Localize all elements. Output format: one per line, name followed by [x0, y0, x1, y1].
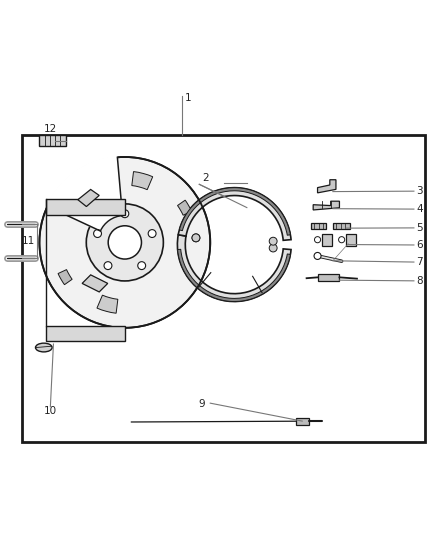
Circle shape [86, 204, 163, 281]
Circle shape [104, 262, 112, 270]
Wedge shape [46, 156, 122, 230]
Text: 10: 10 [44, 406, 57, 416]
Text: 8: 8 [416, 276, 423, 286]
Bar [318, 274, 339, 281]
Circle shape [269, 237, 277, 245]
Text: 5: 5 [416, 223, 423, 233]
Text: 7: 7 [416, 257, 423, 267]
Circle shape [314, 237, 321, 243]
Polygon shape [46, 199, 125, 215]
Text: 3: 3 [416, 186, 423, 196]
Circle shape [39, 157, 210, 328]
Circle shape [269, 244, 277, 252]
Circle shape [108, 226, 141, 259]
Bar [333, 223, 350, 229]
Bar [346, 233, 356, 246]
Text: 9: 9 [198, 399, 205, 409]
Circle shape [192, 234, 200, 242]
Text: 1: 1 [185, 93, 192, 103]
Circle shape [121, 210, 129, 217]
Circle shape [192, 234, 200, 242]
Text: 6: 6 [416, 240, 423, 250]
Circle shape [339, 237, 345, 243]
Polygon shape [318, 180, 336, 193]
Circle shape [94, 230, 102, 238]
Circle shape [148, 230, 156, 238]
Polygon shape [82, 275, 108, 292]
Text: 12: 12 [44, 124, 57, 134]
Bar [22, 135, 425, 442]
Wedge shape [58, 270, 72, 285]
Wedge shape [132, 172, 153, 190]
Wedge shape [179, 188, 290, 235]
Text: 2: 2 [202, 173, 209, 183]
Polygon shape [46, 326, 125, 341]
Wedge shape [178, 188, 291, 240]
Wedge shape [177, 235, 291, 302]
Circle shape [314, 253, 321, 260]
Polygon shape [313, 201, 339, 210]
Circle shape [138, 262, 145, 270]
Polygon shape [78, 189, 99, 207]
Bar [311, 223, 326, 229]
Wedge shape [177, 249, 290, 302]
Bar [322, 233, 332, 246]
Text: 4: 4 [416, 204, 423, 214]
Text: 11: 11 [22, 236, 35, 246]
Wedge shape [177, 200, 191, 215]
Bar [296, 418, 309, 425]
Bar [39, 135, 66, 146]
Wedge shape [97, 295, 118, 313]
Ellipse shape [35, 343, 52, 352]
